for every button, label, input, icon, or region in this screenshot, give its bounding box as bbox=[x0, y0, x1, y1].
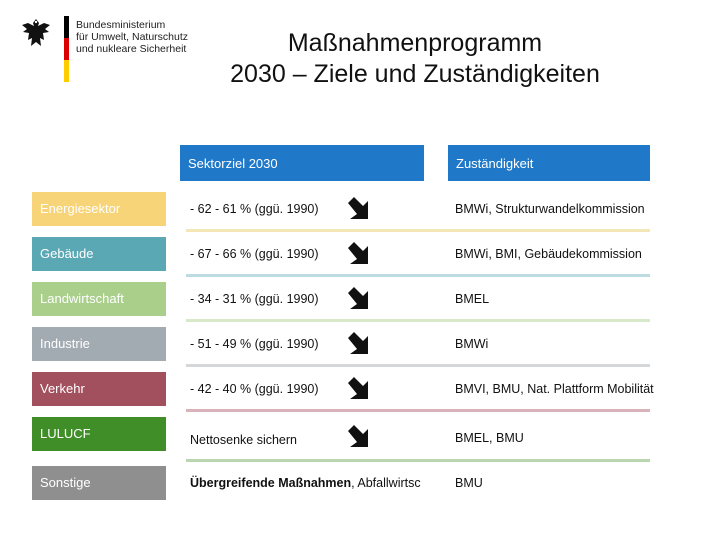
responsibility: BMWi bbox=[455, 337, 489, 351]
row-separator bbox=[186, 364, 650, 367]
sector-target: - 51 - 49 % (ggü. 1990) bbox=[190, 337, 319, 351]
target-bold: Übergreifende Maßnahmen bbox=[190, 476, 352, 490]
sector-target: - 62 - 61 % (ggü. 1990) bbox=[190, 202, 319, 216]
responsibility: BMVI, BMU, Nat. Plattform Mobilität bbox=[455, 382, 654, 396]
sector-label: Sonstige bbox=[32, 466, 166, 500]
sector-target: - 34 - 31 % (ggü. 1990) bbox=[190, 292, 319, 306]
sector-target: - 42 - 40 % (ggü. 1990) bbox=[190, 382, 319, 396]
down-arrow-icon bbox=[348, 425, 368, 447]
title-line-1: Maßnahmenprogramm bbox=[287, 29, 543, 57]
ministry-line-3: und nukleare Sicherheit bbox=[76, 43, 187, 55]
ministry-name: Bundesministerium für Umwelt, Naturschut… bbox=[76, 19, 188, 55]
page-title: Maßnahmenprogramm 2030 – Ziele und Zustä… bbox=[140, 28, 690, 90]
down-arrow-icon bbox=[348, 287, 368, 309]
row-separator bbox=[186, 409, 650, 412]
ministry-logo: Bundesministerium für Umwelt, Naturschut… bbox=[18, 16, 188, 82]
responsibility: BMEL bbox=[455, 292, 490, 306]
table-row: Landwirtschaft - 34 - 31 % (ggü. 1990) B… bbox=[0, 282, 720, 324]
table-row: LULUCF Nettosenke sichern BMEL, BMU bbox=[0, 417, 720, 462]
down-arrow-icon bbox=[348, 377, 368, 399]
sector-label: Verkehr bbox=[32, 372, 166, 406]
target-rest: , Abfallwirtsc bbox=[351, 476, 421, 490]
german-flag-stripe bbox=[64, 16, 69, 82]
row-separator bbox=[186, 274, 650, 277]
table-row: Industrie - 51 - 49 % (ggü. 1990) BMWi bbox=[0, 327, 720, 369]
title-line-2: 2030 – Ziele und Zuständigkeiten bbox=[230, 60, 600, 88]
responsibility: BMWi, Strukturwandelkommission bbox=[455, 202, 645, 216]
table-row: Verkehr - 42 - 40 % (ggü. 1990) BMVI, BM… bbox=[0, 372, 720, 414]
sector-target: Übergreifende Maßnahmen, Abfallwirtsc bbox=[190, 476, 421, 490]
table-row: Sonstige Übergreifende Maßnahmen, Abfall… bbox=[0, 466, 720, 508]
sector-label: LULUCF bbox=[32, 417, 166, 451]
row-separator bbox=[186, 229, 650, 232]
sector-label: Landwirtschaft bbox=[32, 282, 166, 316]
flag-stripe-red bbox=[64, 38, 69, 60]
table-row: Energiesektor - 62 - 61 % (ggü. 1990) BM… bbox=[0, 192, 720, 234]
column-header-responsibility: Zuständigkeit bbox=[448, 145, 650, 181]
sector-label: Energiesektor bbox=[32, 192, 166, 226]
flag-stripe-gold bbox=[64, 60, 69, 82]
sector-target: - 67 - 66 % (ggü. 1990) bbox=[190, 247, 319, 261]
table-row: Gebäude - 67 - 66 % (ggü. 1990) BMWi, BM… bbox=[0, 237, 720, 279]
down-arrow-icon bbox=[348, 332, 368, 354]
responsibility: BMEL, BMU bbox=[455, 431, 524, 445]
column-header-sector: Sektorziel 2030 bbox=[180, 145, 424, 181]
responsibility: BMU bbox=[455, 476, 483, 490]
sector-label: Industrie bbox=[32, 327, 166, 361]
federal-eagle-icon bbox=[22, 19, 50, 46]
ministry-line-2: für Umwelt, Naturschutz bbox=[76, 31, 189, 43]
ministry-line-1: Bundesministerium bbox=[76, 19, 166, 31]
sector-label: Gebäude bbox=[32, 237, 166, 271]
row-separator bbox=[186, 459, 650, 462]
flag-stripe-black bbox=[64, 16, 69, 38]
row-separator bbox=[186, 319, 650, 322]
down-arrow-icon bbox=[348, 197, 368, 219]
sector-target: Nettosenke sichern bbox=[190, 433, 298, 447]
down-arrow-icon bbox=[348, 242, 368, 264]
responsibility: BMWi, BMI, Gebäudekommission bbox=[455, 247, 642, 261]
